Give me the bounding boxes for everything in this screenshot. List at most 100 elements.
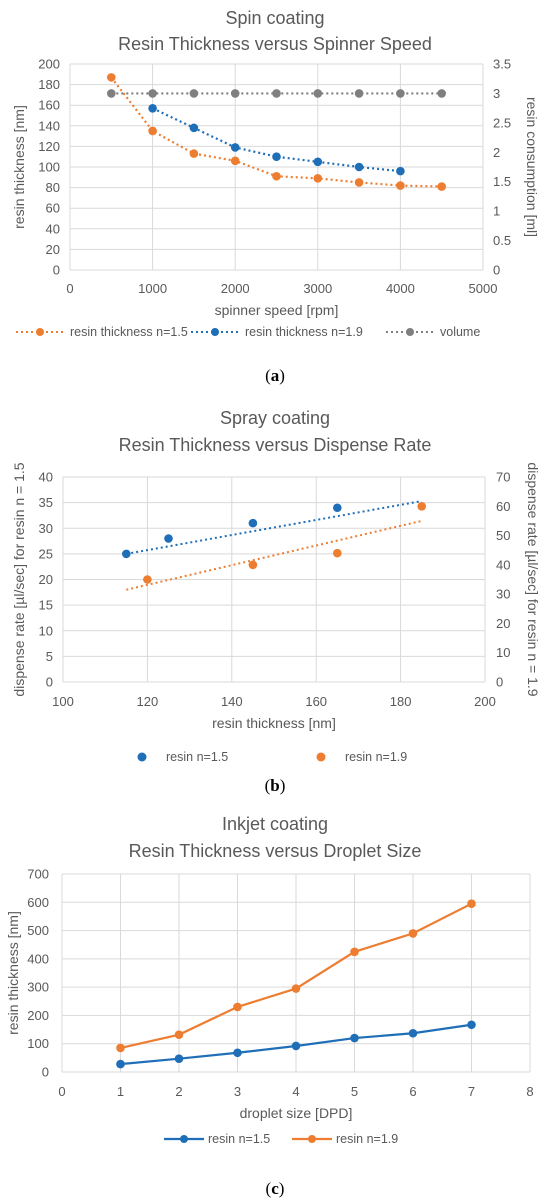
y-tick-label: 200: [27, 1008, 49, 1023]
data-point: [189, 123, 199, 133]
x-tick-label: 5000: [469, 281, 498, 296]
data-point: [148, 103, 157, 113]
x-axis-label: spinner speed [rpm]: [215, 302, 339, 318]
legend-label: resin n=1.5: [208, 1132, 270, 1146]
x-tick-label: 120: [137, 694, 159, 709]
x-tick-label: 5: [351, 1084, 358, 1099]
y-tick-label: 140: [38, 118, 60, 133]
data-point: [189, 149, 199, 158]
data-point: [272, 152, 281, 161]
y-tick-label: 500: [27, 923, 49, 938]
trendline: [126, 519, 422, 591]
y-tick-label: 0: [46, 675, 53, 690]
data-point: [291, 1041, 301, 1051]
data-point: [230, 89, 240, 98]
chart-3: Inkjet coating Resin Thickness versus Dro…: [5, 814, 534, 1198]
data-point: [333, 548, 342, 558]
y2-axis-label: resin consumption [ml]: [524, 97, 540, 237]
y-tick-label: 100: [38, 160, 60, 175]
data-point: [116, 1043, 125, 1053]
x-tick-label: 1: [117, 1084, 124, 1099]
y-axis-label: dispense rate [µl/sec] for resin n = 1.5: [11, 462, 27, 696]
y2-tick-label: 2: [493, 145, 500, 160]
x-axis-label: resin thickness [nm]: [212, 715, 336, 731]
y-tick-label: 35: [39, 495, 53, 510]
y-tick-label: 160: [38, 98, 60, 113]
y2-tick-label: 60: [496, 499, 510, 514]
x-tick-label: 6: [409, 1084, 416, 1099]
data-point: [230, 156, 240, 166]
x-tick-label: 4: [292, 1084, 299, 1099]
x-tick-label: 2: [175, 1084, 182, 1099]
chart-title: Spray coating: [220, 408, 330, 428]
data-point: [233, 1002, 242, 1012]
chart-title: Resin Thickness versus Droplet Size: [129, 841, 422, 861]
data-point: [354, 178, 364, 187]
y-tick-label: 120: [38, 139, 60, 154]
y-tick-label: 25: [39, 546, 53, 561]
y-tick-label: 0: [42, 1065, 49, 1080]
y-tick-label: 400: [27, 951, 49, 966]
series-resin-n-1-9: [116, 899, 476, 1053]
chart-title: Resin Thickness versus Spinner Speed: [118, 34, 432, 54]
y2-tick-label: 0: [493, 263, 500, 278]
data-point: [350, 1033, 359, 1043]
y2-tick-label: 10: [496, 645, 510, 660]
figure-caption: (a): [265, 366, 285, 385]
data-point: [467, 899, 476, 908]
x-tick-label: 100: [52, 694, 74, 709]
y-tick-label: 30: [39, 521, 53, 536]
data-point: [248, 560, 258, 570]
y2-tick-label: 20: [496, 616, 510, 631]
legend-swatch-dot: [316, 752, 326, 762]
y2-tick-label: 50: [496, 528, 510, 543]
data-point: [437, 182, 447, 191]
series-volume: [107, 89, 447, 98]
y-tick-label: 300: [27, 980, 49, 995]
x-tick-label: 140: [221, 694, 243, 709]
y2-tick-label: 70: [496, 470, 510, 485]
y-tick-label: 80: [46, 180, 60, 195]
x-tick-label: 3000: [303, 281, 332, 296]
y-tick-label: 180: [38, 77, 60, 92]
y-tick-label: 15: [39, 598, 53, 613]
y2-tick-label: 3: [493, 86, 500, 101]
y2-tick-label: 2.5: [493, 115, 511, 130]
y2-tick-label: 1: [493, 204, 500, 219]
figure-caption: (c): [266, 1179, 285, 1198]
legend-label: resin n=1.9: [336, 1132, 398, 1146]
y-tick-label: 60: [46, 201, 60, 216]
x-tick-label: 1000: [138, 281, 167, 296]
figure-caption: (b): [265, 776, 286, 795]
y2-tick-label: 0.5: [493, 233, 511, 248]
data-point: [189, 89, 199, 98]
data-point: [230, 143, 240, 152]
legend-swatch-dot: [137, 752, 147, 762]
data-point: [116, 1059, 125, 1069]
y2-tick-label: 30: [496, 587, 510, 602]
data-point: [122, 549, 131, 559]
data-point: [333, 503, 342, 513]
y-tick-label: 40: [39, 470, 53, 485]
series-resin-thickness-n-1-9: [148, 103, 405, 176]
x-tick-label: 180: [390, 694, 412, 709]
y-axis-label: resin thickness [nm]: [11, 105, 27, 229]
y-tick-label: 10: [39, 623, 53, 638]
y-tick-label: 5: [46, 649, 53, 664]
data-point: [437, 89, 447, 98]
data-point: [354, 162, 364, 172]
legend-swatch-dot: [180, 1135, 188, 1143]
y2-tick-label: 3.5: [493, 57, 511, 72]
legend-label: resin thickness n=1.9: [245, 325, 363, 339]
y-tick-label: 20: [46, 242, 60, 257]
y-tick-label: 200: [38, 57, 60, 72]
series-resin-thickness-n-1-5: [107, 73, 447, 191]
data-point: [148, 89, 157, 98]
chart-title: Inkjet coating: [222, 814, 328, 834]
data-point: [313, 174, 323, 183]
legend: resin thickness n=1.5 resin thickness n=1…: [16, 325, 480, 339]
data-point: [272, 171, 281, 181]
y-tick-label: 40: [46, 221, 60, 236]
x-tick-label: 3: [234, 1084, 241, 1099]
